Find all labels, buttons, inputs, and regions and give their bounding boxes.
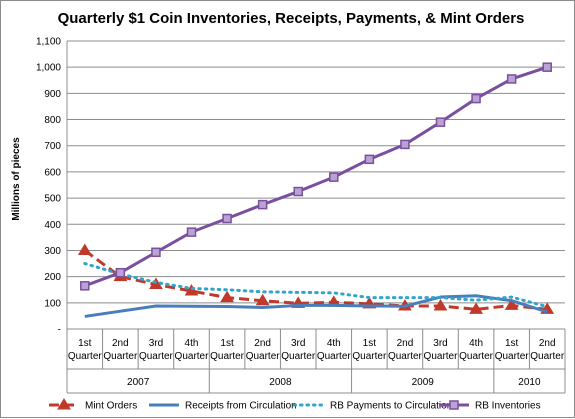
data-point-rb-inventories <box>151 247 161 258</box>
x-tick-label: Quarter <box>210 351 245 362</box>
data-point-rb-inventories <box>471 93 481 104</box>
year-label: 2009 <box>412 377 435 388</box>
y-tick-label: - <box>58 325 61 336</box>
data-point-mint-orders <box>255 293 270 306</box>
data-point-rb-inventories <box>506 74 517 84</box>
x-tick-label: 4th <box>185 338 199 349</box>
data-point-mint-orders <box>184 284 199 296</box>
y-tick-label: 700 <box>44 141 61 152</box>
series-line-rb-payments-to-circulation <box>83 262 549 309</box>
y-tick-label: 1,000 <box>36 63 61 74</box>
legend-label-rb-inventories: RB Inventories <box>475 401 541 412</box>
year-label: 2008 <box>269 377 292 388</box>
legend-marker-mint-orders <box>57 398 71 410</box>
data-point-rb-inventories <box>542 62 552 72</box>
x-tick-label: 1st <box>220 338 234 349</box>
x-tick-label: Quarter <box>246 351 281 362</box>
y-tick-label: 600 <box>44 167 61 178</box>
x-tick-label: Quarter <box>175 351 210 362</box>
data-point-mint-orders <box>504 298 519 310</box>
data-point-rb-inventories <box>257 199 268 210</box>
chart-title: Quarterly $1 Coin Inventories, Receipts,… <box>58 10 525 27</box>
x-tick-label: 3rd <box>433 338 447 349</box>
x-tick-label: 2nd <box>539 338 556 349</box>
x-tick-label: 2nd <box>254 338 271 349</box>
x-tick-label: 3rd <box>149 338 163 349</box>
y-tick-label: 1,100 <box>36 37 61 48</box>
data-point-rb-inventories <box>222 213 232 224</box>
x-tick-label: 2nd <box>112 338 129 349</box>
data-point-rb-inventories <box>115 267 126 278</box>
x-tick-label: Quarter <box>388 351 423 362</box>
legend: Mint Orders Receipts from Circulation RB P… <box>49 398 541 412</box>
x-tick-label: 4th <box>327 338 341 349</box>
x-tick-label: Quarter <box>530 351 565 362</box>
x-tick-label: 4th <box>469 338 483 349</box>
year-label: 2010 <box>518 377 541 388</box>
x-tick-label: Quarter <box>139 351 174 362</box>
y-tick-label: 100 <box>44 298 61 309</box>
data-point-rb-inventories <box>186 227 197 237</box>
series-line-receipts-from-circulation <box>84 294 548 318</box>
x-tick-label: Quarter <box>495 351 530 362</box>
y-tick-label: 400 <box>44 220 61 231</box>
data-point-rb-inventories <box>435 117 446 127</box>
y-tick-label: 800 <box>44 115 61 126</box>
x-tick-label: 3rd <box>291 338 305 349</box>
x-tick-label: Quarter <box>352 351 387 362</box>
data-point-mint-orders <box>220 290 234 303</box>
x-tick-label: Quarter <box>103 351 138 362</box>
data-point-rb-inventories <box>329 172 339 182</box>
y-axis-label: Millions of pieces <box>11 137 22 221</box>
year-label: 2007 <box>127 377 150 388</box>
data-point-mint-orders <box>469 302 483 314</box>
y-tick-label: 500 <box>44 194 61 205</box>
y-tick-label: 200 <box>44 272 61 283</box>
legend-label-mint-orders: Mint Orders <box>85 401 137 412</box>
data-point-mint-orders <box>77 243 92 255</box>
data-point-mint-orders <box>433 298 448 311</box>
legend-label-rb-payments-to-circulation: RB Payments to Circulation <box>330 401 452 412</box>
plot-area: - 100 200 300 400 500 600 700 800 900 1,000 1,100 1s… <box>36 37 566 394</box>
y-tick-label: 300 <box>44 246 61 257</box>
x-tick-label: 2nd <box>397 338 414 349</box>
series-line-rb-inventories <box>84 65 548 288</box>
x-tick-label: 1st <box>78 338 92 349</box>
data-point-rb-inventories <box>293 186 303 197</box>
series-line-mint-orders <box>83 249 548 311</box>
x-tick-label: Quarter <box>68 351 103 362</box>
x-tick-label: Quarter <box>317 351 352 362</box>
data-point-rb-inventories <box>80 281 90 291</box>
x-tick-label: 1st <box>505 338 519 349</box>
x-tick-label: Quarter <box>281 351 316 362</box>
y-tick-label: 900 <box>44 89 61 100</box>
legend-marker-rb-inventories <box>449 400 459 410</box>
x-tick-label: 1st <box>363 338 377 349</box>
data-point-rb-inventories <box>400 139 410 150</box>
legend-label-receipts-from-circulation: Receipts from Circulation <box>185 401 297 412</box>
x-tick-label: Quarter <box>459 351 494 362</box>
data-point-rb-inventories <box>364 154 375 165</box>
x-tick-label: Quarter <box>424 351 459 362</box>
